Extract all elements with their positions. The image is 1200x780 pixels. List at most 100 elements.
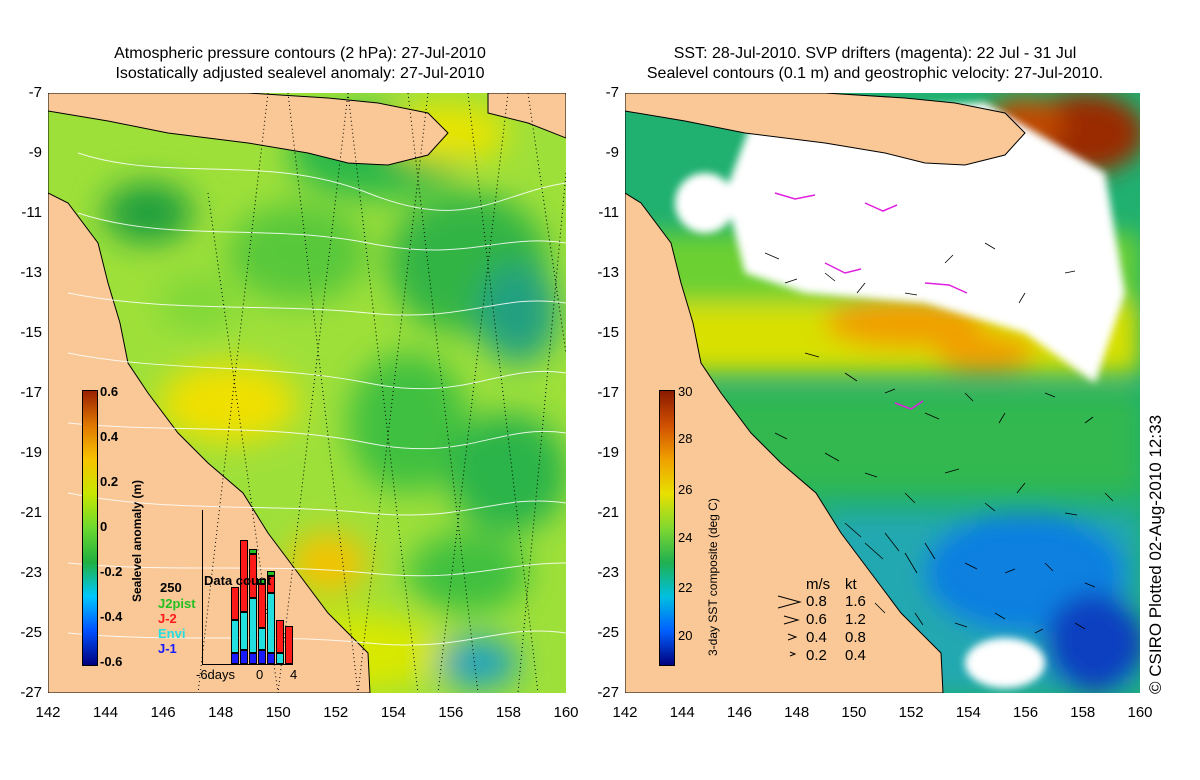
latitude-tick: -7 <box>605 84 619 101</box>
data-count-bar-segment <box>231 587 239 620</box>
data-count-bar-segment <box>231 653 239 664</box>
data-count-bar-segment <box>249 554 257 598</box>
velocity-row-ms: 0.6 <box>806 611 827 628</box>
data-count-bar-segment <box>240 540 248 612</box>
sealevel-colorbar-tick: 0.2 <box>100 474 119 489</box>
csiro-credit: © CSIRO Plotted 02-Aug-2010 12:33 <box>1146 414 1165 694</box>
sst-colorbar-label: 3-day SST composite (deg C) <box>706 498 720 656</box>
australia-land <box>625 93 944 693</box>
longitude-tick: 154 <box>955 704 981 721</box>
altimeter-tracks <box>197 93 566 693</box>
latitude-tick: -27 <box>597 684 619 701</box>
velocity-header-ms: m/s <box>806 576 831 593</box>
latitude-tick: -13 <box>597 264 619 281</box>
latitude-tick: -13 <box>20 264 42 281</box>
latitude-tick: -19 <box>597 444 619 461</box>
left-title-line1: Atmospheric pressure contours (2 hPa): 2… <box>114 45 486 62</box>
data-count-frame <box>202 510 293 665</box>
longitude-tick: 146 <box>726 704 752 721</box>
latitude-tick: -23 <box>597 564 619 581</box>
data-count-bar-segment <box>249 548 257 554</box>
longitude-tick: 152 <box>898 704 924 721</box>
latitude-tick: -11 <box>598 204 619 221</box>
geostrophic-velocity-vectors <box>764 242 1114 634</box>
sealevel-colorbar-tick: -0.2 <box>100 564 123 579</box>
sealevel-colorbar-tick: -0.4 <box>100 609 123 624</box>
velocity-header-kt: kt <box>845 576 857 593</box>
mission-j2pist: J2pist <box>158 596 196 611</box>
mission-envi: Envi <box>158 626 186 641</box>
velocity-row-kt: 0.8 <box>845 629 866 646</box>
latitude-tick: -23 <box>20 564 42 581</box>
data-count-bar-segment <box>258 584 266 629</box>
latitude-tick: -21 <box>597 504 619 521</box>
latitude-tick: -19 <box>20 444 42 461</box>
longitude-tick: 146 <box>150 704 176 721</box>
velocity-row-ms: 0.2 <box>806 647 827 664</box>
right-title-line2: Sealevel contours (0.1 m) and geostrophi… <box>646 65 1104 82</box>
velocity-legend-arrows <box>777 595 802 657</box>
data-count-bar-segment <box>258 628 266 651</box>
longitude-tick: 160 <box>1127 704 1153 721</box>
longitude-tick: 144 <box>669 704 695 721</box>
data-count-bar-segment <box>285 625 293 664</box>
longitude-tick: 142 <box>612 704 638 721</box>
sealevel-colorbar-tick: 0.4 <box>100 429 119 444</box>
data-count-bar-segment <box>276 653 284 664</box>
sealevel-colorbar-tick: 0.6 <box>100 384 119 399</box>
data-count-bar-segment <box>249 653 257 664</box>
australia-land <box>48 93 371 693</box>
data-count-bar-segment <box>258 578 266 585</box>
longitude-tick: 150 <box>841 704 867 721</box>
sst-field <box>625 93 1140 693</box>
velocity-row-kt: 0.4 <box>845 647 866 664</box>
sealevel-anomaly-map[interactable] <box>48 93 566 693</box>
latitude-tick: -17 <box>597 384 619 401</box>
longitude-tick: 148 <box>208 704 234 721</box>
sst-colorbar-tick: 30 <box>678 384 693 399</box>
cloud-cover <box>675 103 1125 688</box>
left-title-line2: Isostatically adjusted sealevel anomaly:… <box>115 65 485 82</box>
longitude-tick: 152 <box>323 704 349 721</box>
sst-colorbar-tick: 20 <box>678 628 693 643</box>
longitude-tick: 154 <box>380 704 406 721</box>
sst-colorbar-tick: 28 <box>678 431 693 446</box>
data-count-bar-segment <box>258 650 266 664</box>
longitude-tick: 158 <box>1070 704 1096 721</box>
new-guinea-land <box>48 93 449 166</box>
right-title-line1: SST: 28-Jul-2010. SVP drifters (magenta)… <box>673 45 1077 62</box>
latitude-tick: -21 <box>20 504 42 521</box>
data-count-title: Data count <box>204 573 272 588</box>
solomon-islands <box>487 93 566 139</box>
sst-map[interactable] <box>625 93 1140 693</box>
velocity-row-kt: 1.6 <box>845 593 866 610</box>
velocity-row-kt: 1.2 <box>845 611 866 628</box>
data-count-bar-segment <box>240 611 248 651</box>
latitude-tick: -11 <box>21 204 42 221</box>
data-count-bar-segment <box>267 576 275 593</box>
data-count-bar-segment <box>249 598 257 653</box>
mission-j1: J-1 <box>158 641 177 656</box>
latitude-tick: -9 <box>28 144 42 161</box>
data-count-bar-segment <box>267 570 275 576</box>
longitude-tick: 142 <box>35 704 61 721</box>
sealevel-colorbar-tick: -0.6 <box>100 654 123 669</box>
data-count-x-end: 4 <box>290 667 298 682</box>
longitude-tick: 156 <box>438 704 464 721</box>
longitude-tick: 148 <box>784 704 810 721</box>
longitude-tick: 144 <box>93 704 119 721</box>
velocity-row-ms: 0.8 <box>806 593 827 610</box>
data-count-x-start: -6days <box>196 667 236 682</box>
sealevel-colorbar-tick: 0 <box>100 519 108 534</box>
latitude-tick: -15 <box>20 324 42 341</box>
data-count-x-zero: 0 <box>256 667 264 682</box>
latitude-tick: -9 <box>605 144 619 161</box>
data-count-bar-segment <box>267 592 275 653</box>
data-count-bar-segment <box>240 650 248 664</box>
latitude-tick: -27 <box>20 684 42 701</box>
mission-j2: J-2 <box>158 611 177 626</box>
longitude-tick: 156 <box>1013 704 1039 721</box>
latitude-tick: -7 <box>28 84 42 101</box>
sealevel-colorbar-label: Sealevel anomaly (m) <box>130 479 144 602</box>
sealevel-colorbar <box>82 390 98 666</box>
